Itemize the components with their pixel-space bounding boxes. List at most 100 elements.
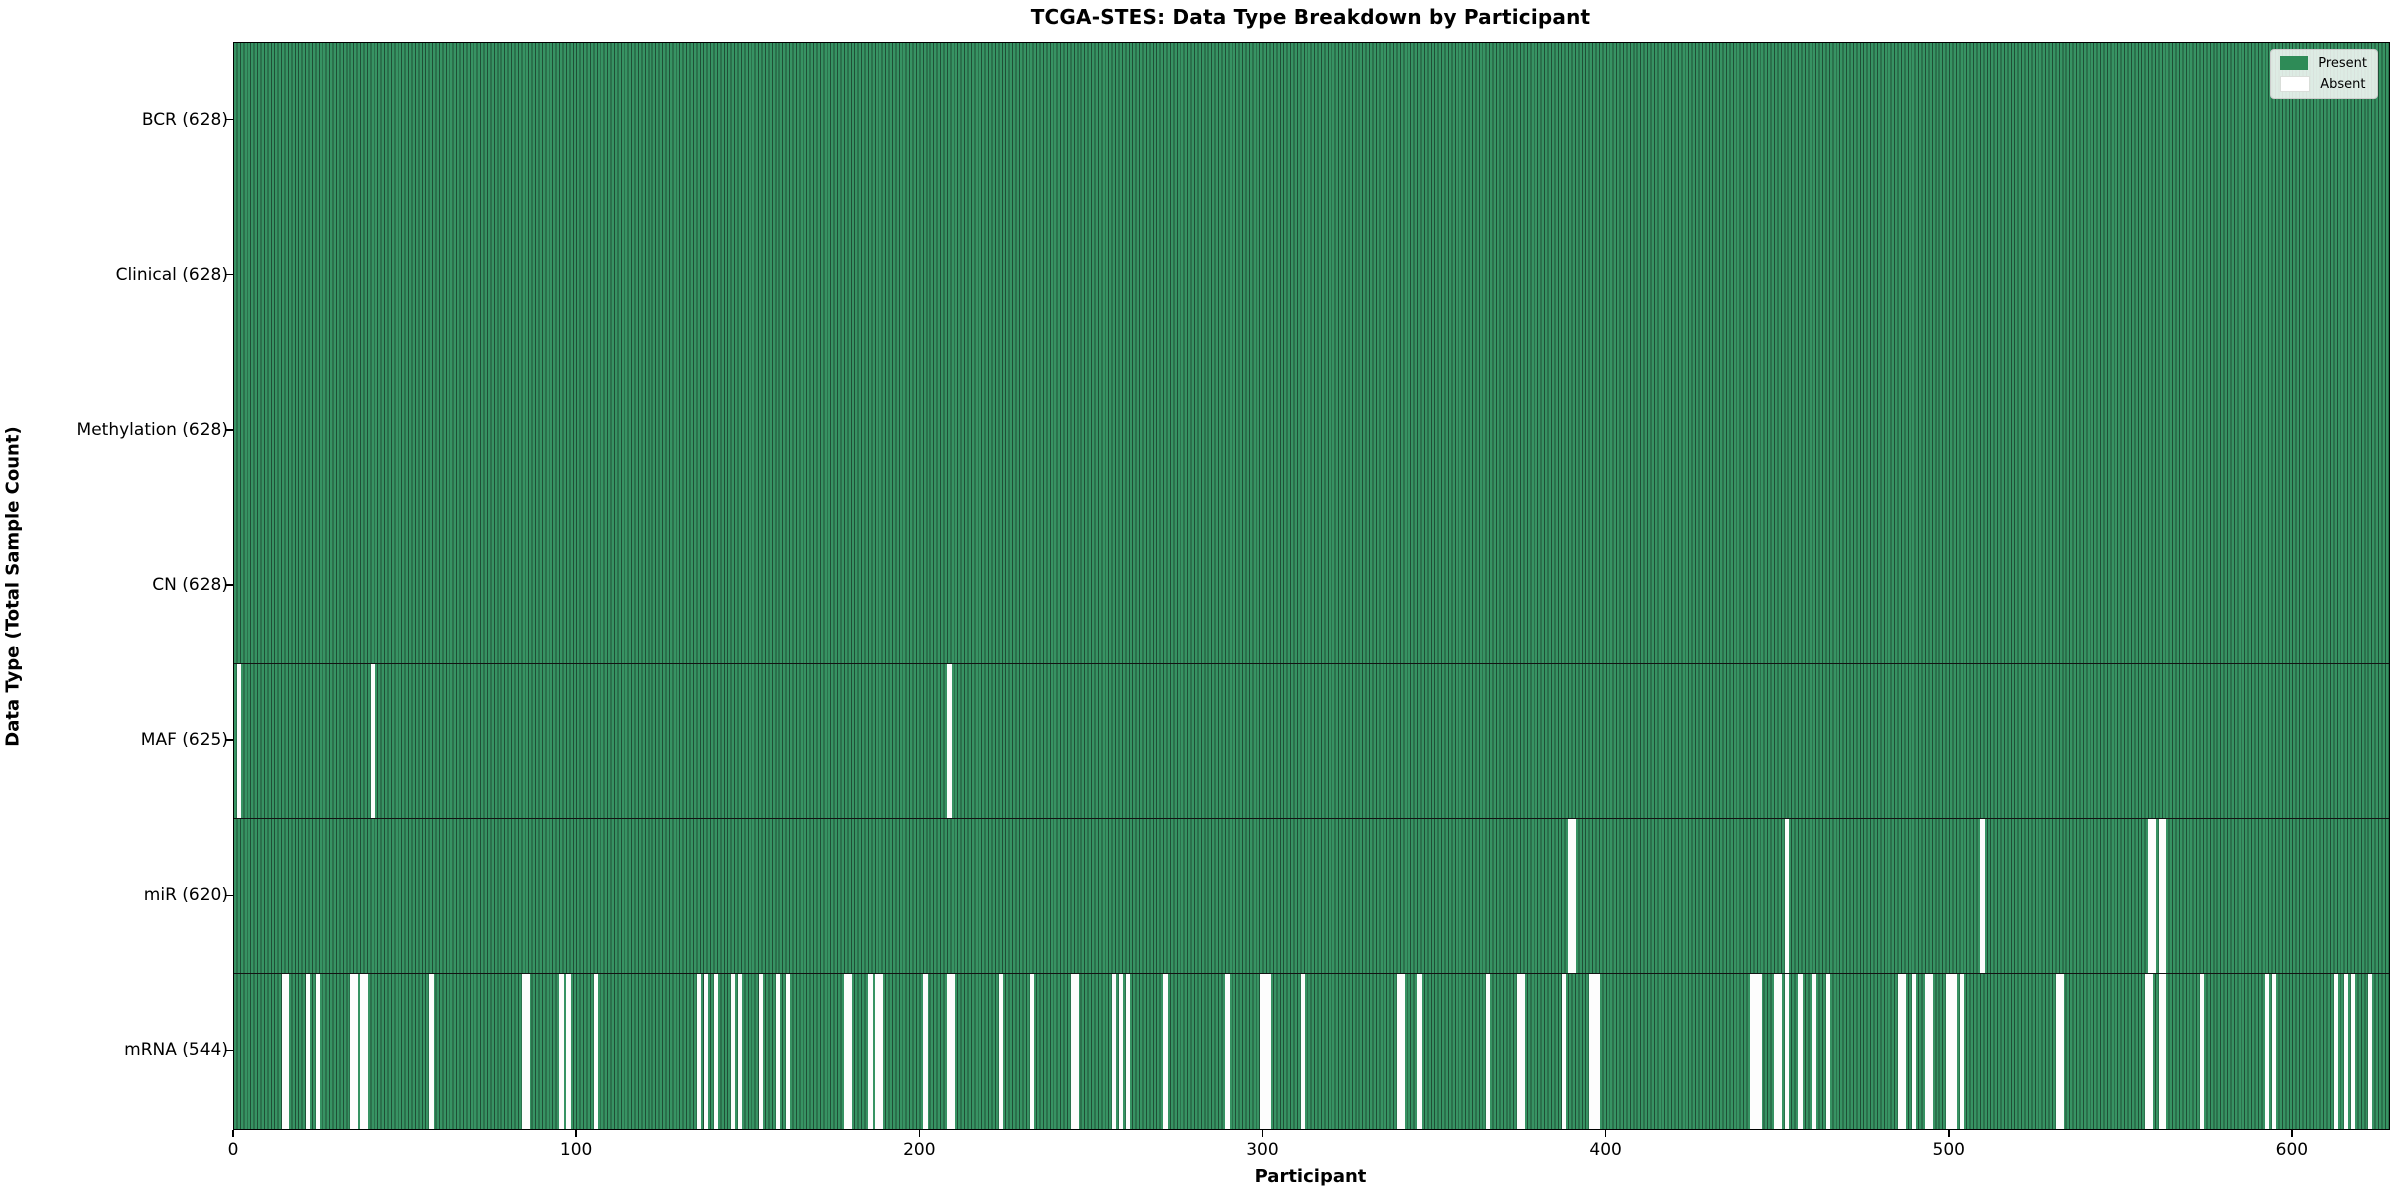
- xtick-mark: [918, 1130, 921, 1137]
- absent-gap: [731, 973, 736, 1129]
- absent-gap: [2055, 973, 2064, 1129]
- row-clinical: [234, 198, 2389, 354]
- absent-gap: [1980, 818, 1985, 974]
- absent-gap: [559, 973, 564, 1129]
- absent-gap: [785, 973, 791, 1129]
- absent-gap: [1266, 973, 1271, 1129]
- absent-gap: [521, 973, 530, 1129]
- absent-gap: [1774, 973, 1783, 1129]
- absent-gap: [2158, 973, 2167, 1129]
- absent-gap: [1925, 973, 1934, 1129]
- xtick-mark: [232, 1130, 234, 1137]
- xtick-label-0: 0: [227, 1140, 239, 1160]
- row-present-fill: [234, 353, 2389, 509]
- absent-gap: [1417, 973, 1422, 1129]
- ytick-mark: [226, 273, 233, 276]
- absent-gap: [1516, 973, 1525, 1129]
- absent-gap: [2333, 973, 2339, 1129]
- row-bcr: [234, 43, 2389, 199]
- ytick-mark: [226, 584, 233, 586]
- absent-gap: [1945, 973, 1954, 1129]
- legend-swatch-absent: [2280, 76, 2311, 92]
- absent-gap: [1163, 973, 1168, 1129]
- ytick-mark: [226, 894, 233, 897]
- row-present-fill: [234, 663, 2389, 819]
- ytick-label-maf: MAF (625): [140, 730, 228, 751]
- ytick-label-mir: miR (620): [143, 885, 228, 906]
- absent-gap: [2350, 973, 2356, 1129]
- xtick-label-200: 200: [903, 1140, 936, 1160]
- absent-gap: [2199, 973, 2205, 1129]
- absent-gap: [1486, 973, 1491, 1129]
- legend: Present Absent: [2270, 49, 2378, 99]
- row-present-fill: [234, 818, 2389, 974]
- row-maf: [234, 663, 2389, 819]
- absent-gap: [696, 973, 702, 1129]
- xtick-mark: [2291, 1130, 2293, 1137]
- absent-gap: [868, 973, 873, 1129]
- absent-gap: [236, 663, 242, 819]
- ytick-label-mrna: mRNA (544): [124, 1040, 228, 1061]
- legend-label: Present: [2318, 55, 2367, 71]
- ytick-label-clinical: Clinical (628): [115, 264, 228, 285]
- absent-gap: [1561, 973, 1566, 1129]
- legend-entry-absent: Absent: [2280, 76, 2367, 92]
- row-mrna: [234, 973, 2389, 1129]
- absent-gap: [737, 973, 743, 1129]
- row-methylation: [234, 353, 2389, 509]
- ytick-label-bcr: BCR (628): [141, 109, 228, 130]
- xtick-label-600: 600: [2275, 1140, 2309, 1160]
- absent-gap: [844, 973, 853, 1129]
- absent-gap: [2343, 973, 2349, 1129]
- absent-gap: [2271, 973, 2277, 1129]
- absent-gap: [2158, 818, 2167, 974]
- absent-gap: [1396, 973, 1405, 1129]
- absent-gap: [350, 973, 359, 1129]
- absent-gap: [1588, 973, 1597, 1129]
- absent-gap: [1568, 818, 1577, 974]
- absent-gap: [2264, 973, 2270, 1129]
- absent-gap: [947, 973, 956, 1129]
- absent-gap: [1784, 973, 1789, 1129]
- absent-gap: [1595, 973, 1601, 1129]
- ytick-mark: [226, 1049, 233, 1052]
- absent-gap: [947, 663, 952, 819]
- absent-gap: [875, 973, 884, 1129]
- absent-gap: [1300, 973, 1306, 1129]
- absent-gap: [281, 973, 290, 1129]
- absent-gap: [370, 663, 376, 819]
- absent-gap: [315, 973, 321, 1129]
- absent-gap: [1029, 973, 1035, 1129]
- absent-gap: [923, 973, 928, 1129]
- xtick-label-300: 300: [1246, 1140, 1279, 1160]
- absent-gap: [1911, 973, 1916, 1129]
- xtick-mark: [575, 1130, 577, 1137]
- absent-gap: [1897, 973, 1906, 1129]
- absent-gap: [2367, 973, 2373, 1129]
- absent-gap: [566, 973, 571, 1129]
- absent-gap: [998, 973, 1004, 1129]
- row-present-fill: [234, 198, 2389, 354]
- xtick-label-500: 500: [1932, 1140, 1965, 1160]
- row-cn: [234, 508, 2389, 664]
- legend-swatch-present: [2280, 56, 2309, 70]
- absent-gap: [758, 973, 763, 1129]
- ytick-label-cn: CN (628): [152, 575, 228, 595]
- xtick-mark: [1948, 1130, 1950, 1137]
- row-present-fill: [234, 973, 2389, 1129]
- absent-gap: [1259, 973, 1268, 1129]
- legend-entry-present: Present: [2280, 56, 2367, 70]
- absent-gap: [1959, 973, 1964, 1129]
- absent-gap: [1784, 818, 1789, 974]
- absent-gap: [1111, 973, 1117, 1129]
- absent-gap: [1798, 973, 1803, 1129]
- absent-gap: [1952, 973, 1958, 1129]
- absent-gap: [1225, 973, 1230, 1129]
- absent-gap: [1070, 973, 1079, 1129]
- absent-gap: [593, 973, 599, 1129]
- absent-gap: [360, 973, 369, 1129]
- xtick-label-400: 400: [1589, 1140, 1622, 1160]
- row-present-fill: [234, 508, 2389, 664]
- plot-area: Present Absent: [233, 42, 2390, 1130]
